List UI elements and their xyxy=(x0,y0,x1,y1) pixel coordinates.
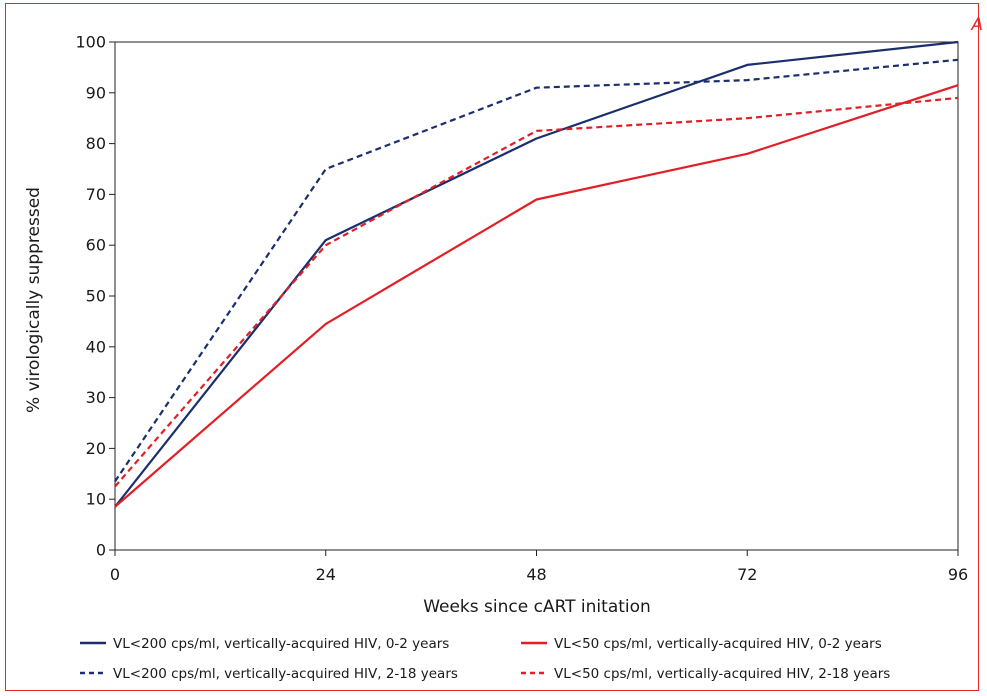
y-tick-label: 50 xyxy=(86,287,106,306)
y-tick-label: 30 xyxy=(86,388,106,407)
y-tick-label: 0 xyxy=(96,541,106,560)
y-tick-label: 20 xyxy=(86,439,106,458)
y-tick-label: 90 xyxy=(86,83,106,102)
plot-area xyxy=(114,41,959,551)
legend-label-3: VL<200 cps/ml, vertically-acquired HIV, … xyxy=(113,666,458,682)
series-line-1 xyxy=(114,40,959,508)
x-axis-title: Weeks since cART initation xyxy=(423,597,651,617)
x-tick-label: 72 xyxy=(737,565,757,584)
x-tick-label: 48 xyxy=(526,565,546,584)
y-axis-title: % virologically suppressed xyxy=(24,187,44,413)
x-tick-label: 0 xyxy=(110,565,120,584)
x-tick-label: 24 xyxy=(316,565,336,584)
series-line-3 xyxy=(114,58,959,483)
legend-label-4: VL<50 cps/ml, vertically-acquired HIV, 2… xyxy=(554,666,890,682)
y-tick-label: 100 xyxy=(75,33,106,52)
x-tick-label: 96 xyxy=(948,565,968,584)
legend-label-1: VL<200 cps/ml, vertically-acquired HIV, … xyxy=(113,636,449,652)
panel-label: A xyxy=(971,15,983,35)
y-tick-label: 10 xyxy=(86,490,106,509)
legend: VL<200 cps/ml, vertically-acquired HIV, … xyxy=(80,636,890,682)
axes: 0 10 20 30 40 50 60 70 80 90 100 0 24 48 72 96 xyxy=(75,33,968,585)
y-tick-label: 40 xyxy=(86,337,106,356)
series-line-2 xyxy=(114,84,959,508)
series-layer xyxy=(114,40,959,508)
y-tick-label: 60 xyxy=(86,236,106,255)
figure-frame xyxy=(5,3,979,691)
legend-label-2: VL<50 cps/ml, vertically-acquired HIV, 0… xyxy=(554,636,882,652)
series-line-4 xyxy=(114,96,959,488)
y-tick-label: 80 xyxy=(86,134,106,153)
y-tick-label: 70 xyxy=(86,185,106,204)
